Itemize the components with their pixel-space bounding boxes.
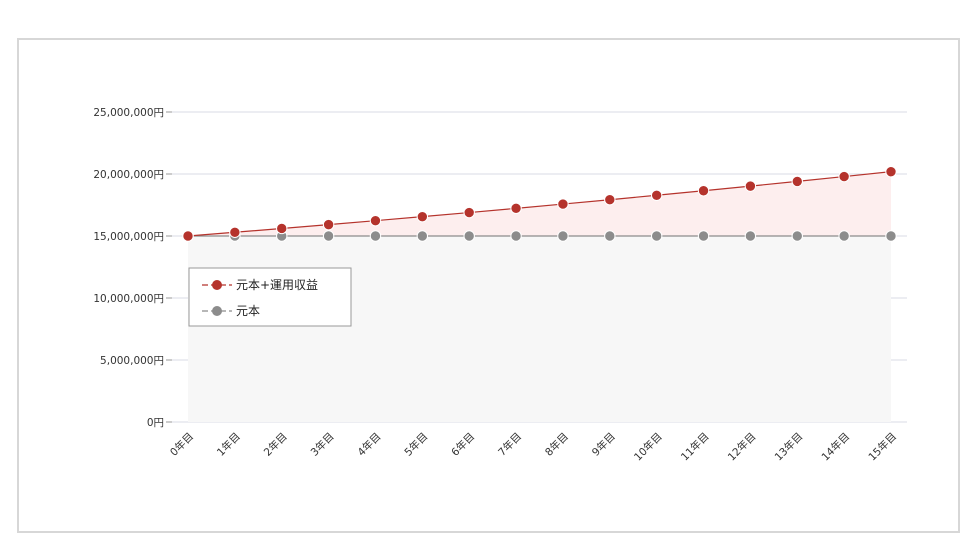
data-point-s0-8[interactable] [557, 198, 569, 210]
y-tick-label-3: 15,000,000円 [93, 231, 164, 243]
x-tick-label-9: 9年目 [589, 430, 618, 459]
data-point-s1-5[interactable] [416, 230, 429, 242]
data-points [182, 165, 897, 242]
legend-item-0[interactable]: 元本+運用収益 [202, 278, 318, 292]
x-tick-label-6: 6年目 [449, 430, 478, 459]
x-tick-label-13: 13年目 [772, 430, 805, 463]
series-line-0 [187, 171, 892, 237]
data-point-s0-14[interactable] [838, 170, 850, 183]
series-area-1 [188, 236, 891, 422]
legend-label-1: 元本 [236, 304, 260, 318]
data-point-s1-13[interactable] [791, 230, 803, 242]
legend: 元本+運用収益 元本 [188, 267, 352, 327]
data-point-s0-0[interactable] [182, 230, 194, 242]
x-tick-label-12: 12年目 [725, 430, 758, 463]
data-point-s1-10[interactable] [650, 230, 663, 242]
x-tick-label-11: 11年目 [678, 430, 711, 463]
areas [188, 171, 891, 422]
data-point-s0-4[interactable] [369, 214, 382, 227]
data-point-s0-13[interactable] [791, 175, 803, 188]
data-point-s1-11[interactable] [697, 230, 710, 242]
x-axis-ticks: 0年目 1年目 2年目 3年目 4年目 5年目 6年目 7年目 8年目 9年目 10年目 11年目 12… [167, 430, 899, 463]
legend-label-0: 元本+運用収益 [236, 278, 318, 292]
legend-box [188, 267, 352, 327]
x-tick-label-5: 5年目 [402, 430, 431, 459]
y-tick-label-2: 10,000,000円 [93, 293, 164, 305]
x-tick-label-10: 10年目 [631, 430, 664, 463]
data-point-s1-4[interactable] [369, 230, 382, 242]
data-point-s1-14[interactable] [838, 230, 850, 242]
x-tick-label-0: 0年目 [167, 430, 196, 459]
data-point-s1-12[interactable] [744, 230, 757, 242]
x-tick-label-15: 15年目 [866, 430, 899, 463]
data-point-s0-9[interactable] [604, 194, 616, 206]
legend-marker-0 [212, 280, 222, 290]
data-point-s0-2[interactable] [276, 222, 288, 235]
y-tick-label-1: 5,000,000円 [100, 355, 164, 367]
data-point-s1-6[interactable] [463, 230, 475, 242]
data-point-s0-1[interactable] [229, 226, 241, 238]
data-point-s0-11[interactable] [697, 185, 710, 197]
x-tick-label-7: 7年目 [495, 430, 524, 459]
x-tick-label-3: 3年目 [308, 430, 337, 459]
x-tick-label-4: 4年目 [355, 430, 384, 459]
legend-marker-1 [212, 306, 222, 316]
data-point-s0-12[interactable] [744, 180, 757, 192]
legend-item-1[interactable]: 元本 [202, 304, 260, 318]
data-point-s1-15[interactable] [885, 230, 897, 242]
data-point-s0-10[interactable] [650, 189, 663, 201]
data-point-s0-6[interactable] [463, 206, 475, 219]
y-axis-ticks: 0円 5,000,000円 10,000,000円 15,000,000円 20,000… [93, 107, 172, 429]
x-tick-label-1: 1年目 [214, 430, 243, 459]
y-tick-label-4: 20,000,000円 [93, 169, 164, 181]
y-tick-label-5: 25,000,000円 [93, 107, 164, 119]
data-point-s0-3[interactable] [322, 218, 335, 231]
data-point-s1-9[interactable] [604, 230, 616, 242]
y-tick-label-0: 0円 [147, 417, 164, 429]
data-point-s0-5[interactable] [416, 210, 429, 223]
data-point-s0-7[interactable] [510, 202, 522, 215]
x-tick-label-14: 14年目 [819, 430, 852, 463]
series-lines [187, 171, 892, 237]
data-point-s1-8[interactable] [557, 230, 569, 242]
data-point-s1-3[interactable] [322, 230, 335, 242]
x-tick-label-8: 8年目 [542, 430, 571, 459]
x-tick-label-2: 2年目 [261, 430, 290, 459]
data-point-s1-7[interactable] [510, 230, 522, 242]
data-point-s0-15[interactable] [885, 165, 897, 178]
